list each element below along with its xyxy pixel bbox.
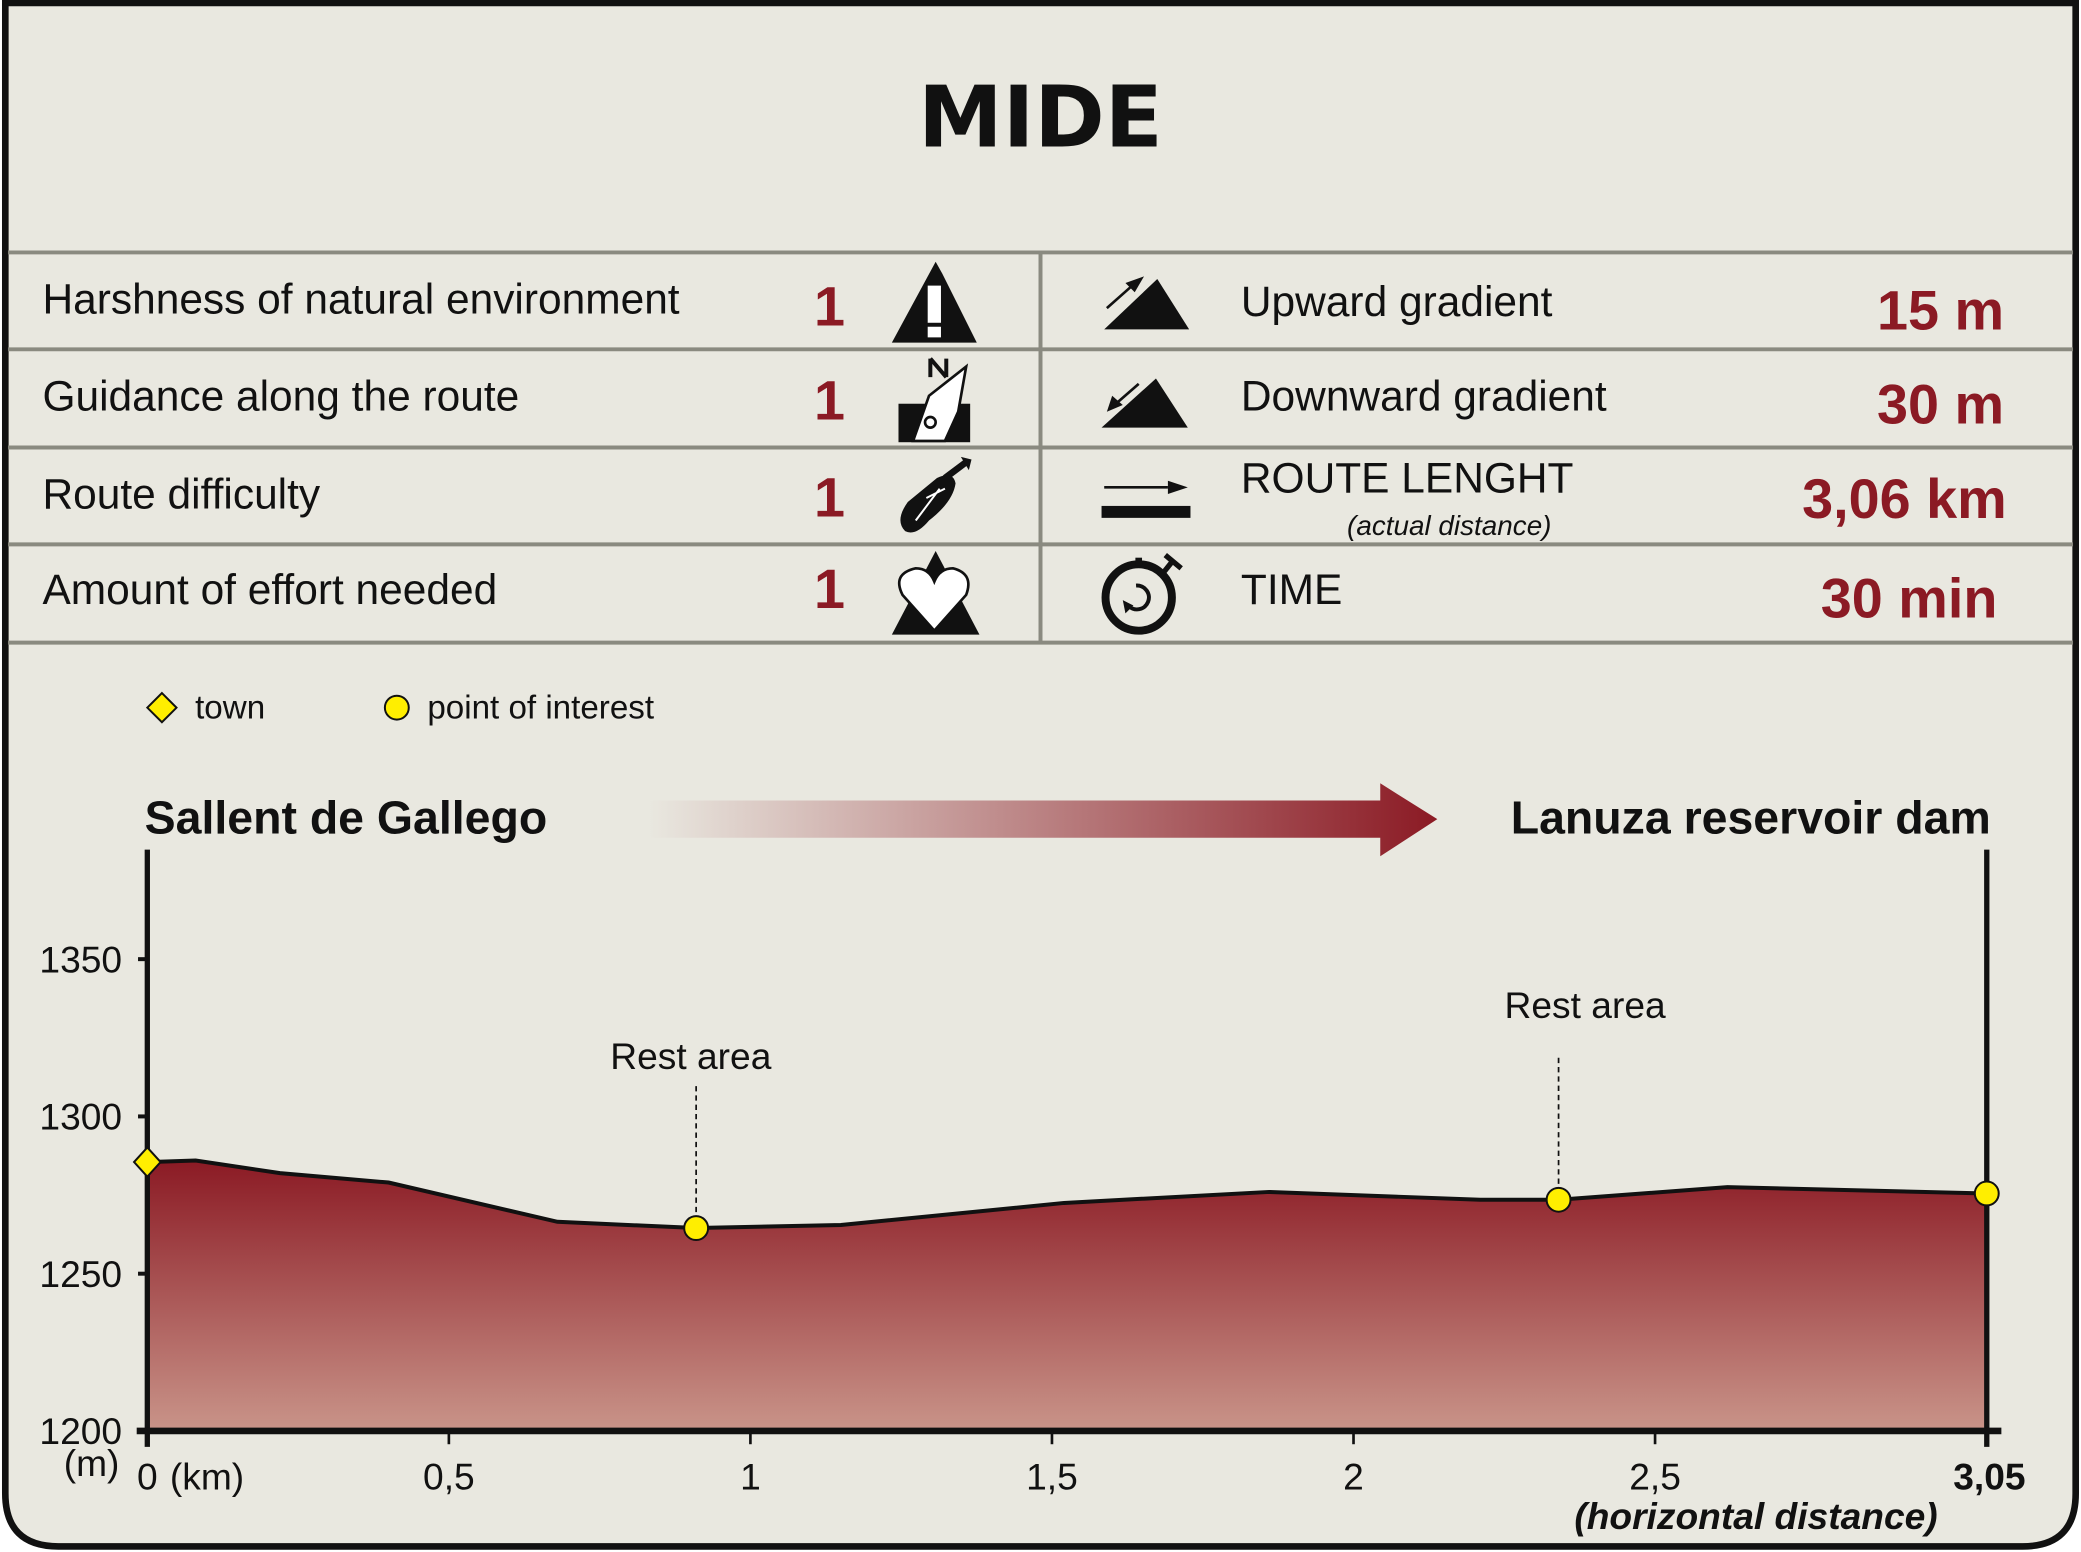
row-label: Harshness of natural environment xyxy=(42,275,679,322)
row-value: 1 xyxy=(814,558,845,620)
x-tick-label: 2 xyxy=(1343,1455,1364,1497)
stat-value: 3,06 km xyxy=(1802,468,2007,530)
mide-row-harshness: Harshness of natural environment 1 xyxy=(42,261,977,343)
stat-label: Upward gradient xyxy=(1241,278,1553,325)
route-length-icon xyxy=(1101,480,1191,518)
y-tick-label: 1250 xyxy=(39,1253,122,1295)
stat-value: 30 min xyxy=(1821,567,1998,629)
stat-downward-gradient: Downward gradient 30 m xyxy=(1101,372,2004,436)
row-value: 1 xyxy=(814,275,845,337)
heart-mountain-icon xyxy=(891,551,980,635)
route-start: Sallent de Gallego xyxy=(145,792,548,844)
x-tick-label: 1 xyxy=(740,1455,761,1497)
marker-label: Rest area xyxy=(1505,984,1666,1026)
legend-poi: point of interest xyxy=(427,689,654,726)
row-value: 1 xyxy=(814,370,845,432)
route-end: Lanuza reservoir dam xyxy=(1511,792,1991,844)
y-tick-label: 1350 xyxy=(39,938,122,980)
elevation-area xyxy=(147,1160,1987,1431)
y-unit-label: (m) xyxy=(64,1442,120,1484)
poi-marker xyxy=(1973,1180,2000,1207)
compass-north-icon xyxy=(898,357,971,443)
x-tick-label-total: 3,05 xyxy=(1953,1455,2025,1497)
stat-route-length: ROUTE LENGHT (actual distance) 3,06 km xyxy=(1101,455,2007,541)
mide-row-effort: Amount of effort needed 1 xyxy=(42,551,980,635)
row-label: Amount of effort needed xyxy=(42,566,497,613)
row-value: 1 xyxy=(814,467,845,529)
stat-time: TIME 30 min xyxy=(1101,552,1998,635)
direction-arrow-icon xyxy=(647,783,1438,857)
poi-marker xyxy=(1545,1186,1572,1213)
poi-marker xyxy=(683,1215,710,1242)
mountain-warning-icon xyxy=(891,261,977,343)
x-tick-label: 2,5 xyxy=(1629,1455,1681,1497)
x-tick-label: 0 xyxy=(137,1455,158,1497)
town-diamond-icon xyxy=(145,691,178,724)
stat-upward-gradient: Upward gradient 15 m xyxy=(1104,276,2004,341)
x-tick-label: 0,5 xyxy=(423,1455,475,1497)
upward-gradient-icon xyxy=(1104,276,1190,330)
stat-label: TIME xyxy=(1241,566,1342,613)
town-marker xyxy=(132,1145,162,1179)
stat-label: Downward gradient xyxy=(1241,372,1607,419)
poi-circle-icon xyxy=(383,694,410,721)
mide-row-guidance: Guidance along the route 1 xyxy=(42,357,971,443)
stat-label: ROUTE LENGHT xyxy=(1241,455,1574,502)
marker-label: Rest area xyxy=(610,1035,771,1077)
mide-row-difficulty: Route difficulty 1 xyxy=(42,456,972,533)
y-tick-label: 1300 xyxy=(39,1096,122,1138)
legend-town: town xyxy=(195,689,265,726)
x-tick-label: 1,5 xyxy=(1026,1455,1078,1497)
row-label: Route difficulty xyxy=(42,471,320,518)
elevation-profile-chart: 1350 1300 1250 1200 0 0,5 1 1,5 2 2,5 3,05 Rest a… xyxy=(39,849,2026,1537)
x-unit-label: (km) xyxy=(170,1455,244,1497)
page-title: MIDE xyxy=(918,68,1163,167)
x-note-label: (horizontal distance) xyxy=(1574,1495,1937,1537)
boot-print-icon xyxy=(900,456,972,533)
stat-sublabel: (actual distance) xyxy=(1347,510,1551,541)
mide-table-grid xyxy=(7,250,2074,645)
legend: town point of interest xyxy=(145,689,654,726)
y-tick-label: 1200 xyxy=(39,1410,122,1452)
stopwatch-icon xyxy=(1101,552,1183,635)
stat-value: 30 m xyxy=(1877,374,2004,436)
row-label: Guidance along the route xyxy=(42,372,519,419)
stat-value: 15 m xyxy=(1877,279,2004,341)
